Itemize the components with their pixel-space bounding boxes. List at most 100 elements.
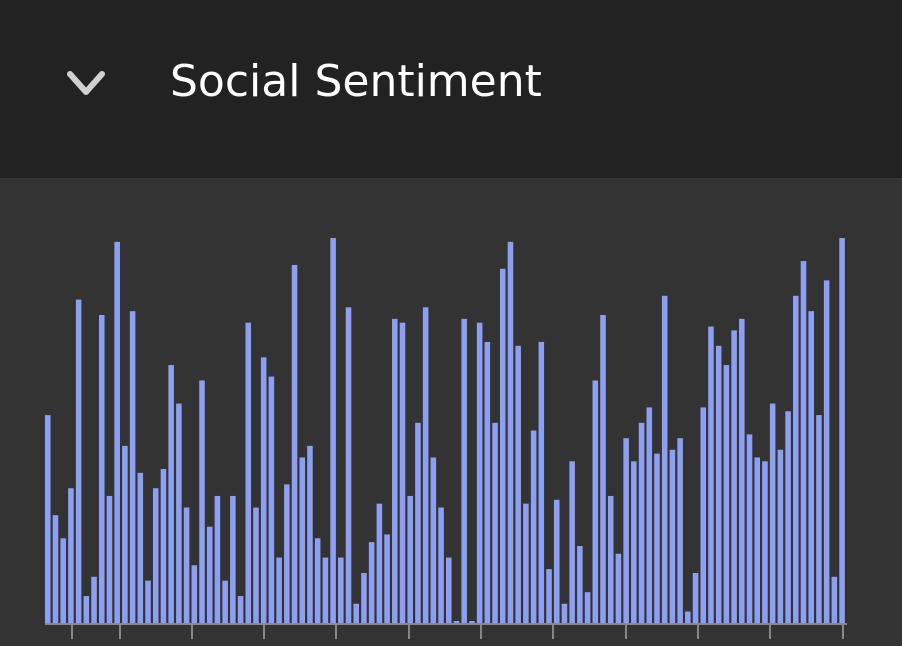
bar bbox=[291, 264, 298, 623]
chart-panel bbox=[0, 178, 902, 646]
panel-header: Social Sentiment bbox=[0, 0, 902, 178]
bar bbox=[831, 576, 838, 623]
bar bbox=[762, 461, 768, 623]
bar bbox=[122, 445, 128, 623]
bar bbox=[368, 542, 375, 623]
bar bbox=[685, 611, 691, 623]
bar bbox=[607, 495, 614, 623]
bar bbox=[669, 449, 676, 623]
bar bbox=[253, 507, 259, 623]
bar bbox=[808, 311, 814, 623]
bar bbox=[176, 403, 182, 623]
bar bbox=[692, 572, 699, 623]
bar bbox=[746, 434, 753, 623]
bar bbox=[415, 422, 421, 623]
bar bbox=[584, 592, 591, 623]
bar bbox=[708, 326, 714, 623]
bar bbox=[214, 495, 221, 623]
bar bbox=[237, 596, 244, 623]
bar bbox=[137, 472, 144, 623]
bar bbox=[600, 315, 606, 623]
bar bbox=[276, 557, 282, 623]
bar bbox=[623, 438, 629, 623]
bar bbox=[785, 411, 791, 623]
bar bbox=[700, 407, 707, 623]
bar bbox=[106, 495, 113, 623]
bar bbox=[52, 515, 59, 623]
bar bbox=[68, 488, 74, 623]
bar bbox=[615, 553, 622, 623]
bar bbox=[561, 603, 568, 623]
bar bbox=[307, 445, 313, 623]
bar bbox=[769, 403, 776, 623]
bar bbox=[430, 457, 437, 623]
bar bbox=[168, 365, 174, 623]
bar bbox=[499, 268, 506, 623]
bar bbox=[422, 307, 429, 623]
bar bbox=[646, 407, 653, 623]
bar bbox=[268, 376, 275, 623]
bar bbox=[461, 318, 467, 623]
bar bbox=[384, 534, 390, 623]
bar bbox=[507, 241, 514, 623]
bar bbox=[361, 572, 367, 623]
bar bbox=[723, 365, 730, 623]
bar bbox=[60, 538, 66, 623]
bar bbox=[823, 280, 830, 623]
bar bbox=[114, 241, 120, 623]
bar bbox=[314, 538, 321, 623]
bar bbox=[183, 507, 190, 623]
bar bbox=[677, 438, 683, 623]
bar bbox=[353, 603, 360, 623]
bar bbox=[577, 546, 583, 623]
bar bbox=[407, 495, 413, 623]
bar bbox=[800, 261, 807, 623]
bar bbox=[731, 330, 737, 623]
bar bbox=[338, 557, 344, 623]
bar bbox=[75, 299, 82, 623]
bar bbox=[399, 322, 406, 623]
bar bbox=[145, 580, 151, 623]
panel-title: Social Sentiment bbox=[170, 56, 542, 107]
sentiment-bar-chart bbox=[45, 238, 847, 639]
bar bbox=[546, 569, 552, 623]
bar bbox=[392, 318, 398, 623]
bar bbox=[45, 415, 51, 623]
bar bbox=[376, 503, 383, 623]
bar bbox=[129, 311, 136, 623]
bar bbox=[199, 380, 205, 623]
bar bbox=[83, 596, 90, 623]
bar bbox=[654, 453, 660, 623]
bar bbox=[230, 495, 236, 623]
bar bbox=[715, 345, 722, 623]
bar bbox=[322, 557, 329, 623]
bar bbox=[446, 557, 452, 623]
bar bbox=[638, 422, 645, 623]
bar bbox=[484, 341, 491, 623]
bar bbox=[739, 318, 745, 623]
bar bbox=[91, 576, 97, 623]
bar bbox=[191, 565, 198, 623]
bar bbox=[754, 457, 761, 623]
bar bbox=[260, 357, 267, 623]
bar bbox=[839, 238, 845, 623]
bar bbox=[530, 430, 537, 623]
bar bbox=[553, 499, 560, 623]
bar bbox=[476, 322, 483, 623]
bar bbox=[592, 380, 599, 623]
bar bbox=[245, 322, 252, 623]
bar bbox=[631, 461, 637, 623]
bar bbox=[523, 503, 529, 623]
bar bbox=[438, 507, 444, 623]
chevron-down-icon[interactable] bbox=[64, 66, 108, 102]
bar bbox=[152, 488, 159, 623]
bar bbox=[222, 580, 228, 623]
bar bbox=[816, 415, 822, 623]
bar bbox=[345, 307, 352, 623]
bar bbox=[515, 345, 521, 623]
bar bbox=[299, 457, 306, 623]
bar bbox=[538, 341, 545, 623]
bar bbox=[206, 526, 213, 623]
bar bbox=[160, 469, 167, 623]
bar bbox=[492, 422, 498, 623]
